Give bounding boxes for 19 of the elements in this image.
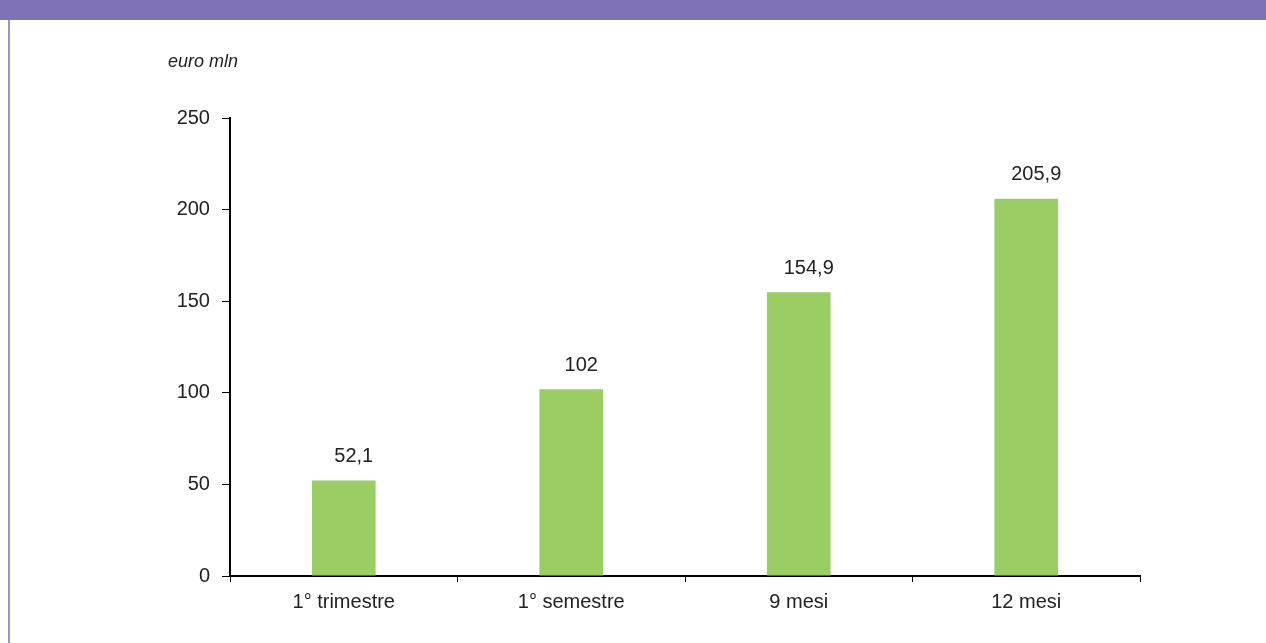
data-label: 102 [564,352,598,375]
x-tick-label: 1° trimestre [292,589,395,612]
x-tick-label: 1° semestre [517,589,625,612]
bar [994,198,1059,576]
x-tick-label: 9 mesi [769,589,829,612]
x-tick-label: 12 mesi [991,589,1062,612]
y-tick-label: 200 [176,197,210,220]
data-label: 205,9 [1011,162,1062,185]
bar [311,480,376,576]
data-label: 154,9 [783,255,834,278]
y-axis-title: euro mln [168,51,239,71]
y-tick-label: 0 [198,563,210,586]
data-label: 52,1 [334,444,374,467]
bar [539,389,604,576]
y-tick-label: 50 [187,471,210,494]
y-tick-label: 250 [176,105,210,128]
y-tick-label: 150 [176,288,210,311]
bar [766,292,831,576]
y-tick-label: 100 [176,380,210,403]
